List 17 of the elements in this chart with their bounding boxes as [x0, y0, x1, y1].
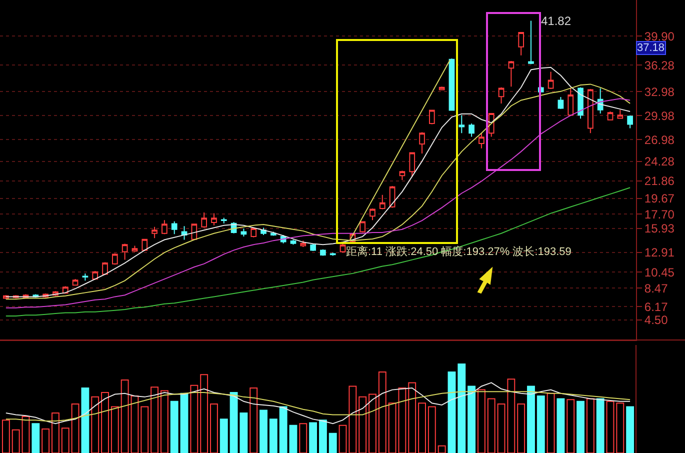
y-tick-label: 36.28 [644, 58, 675, 72]
y-tick-label: 4.50 [644, 313, 668, 328]
y-tick-label: 6.17 [644, 300, 668, 314]
y-tick-label: 15.93 [644, 222, 675, 236]
text: 37.18 [637, 42, 665, 54]
y-tick-label: 10.45 [644, 265, 675, 280]
y-tick-label: 8.47 [644, 281, 668, 296]
y-tick-label: 26.98 [644, 132, 675, 147]
y-tick-label: 32.98 [644, 84, 675, 99]
y-tick-label: 17.70 [644, 207, 675, 222]
y-tick-label: 21.86 [644, 174, 675, 188]
y-tick-label: 24.28 [644, 154, 675, 169]
y-tick-label: 19.67 [644, 192, 675, 206]
annotation: 41.82 [541, 14, 572, 28]
y-tick-label: 12.91 [644, 246, 675, 260]
y-tick-label: 29.98 [644, 108, 675, 123]
y-tick-label: 39.90 [644, 29, 675, 44]
